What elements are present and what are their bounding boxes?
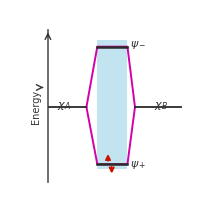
Text: $\psi_-$: $\psi_-$ — [130, 39, 146, 51]
Text: $\chi_B$: $\chi_B$ — [154, 100, 168, 112]
Text: Energy: Energy — [31, 90, 41, 124]
Bar — [97, 40, 127, 169]
Text: $\psi_+$: $\psi_+$ — [130, 159, 146, 171]
Text: $\chi_A$: $\chi_A$ — [57, 100, 71, 112]
